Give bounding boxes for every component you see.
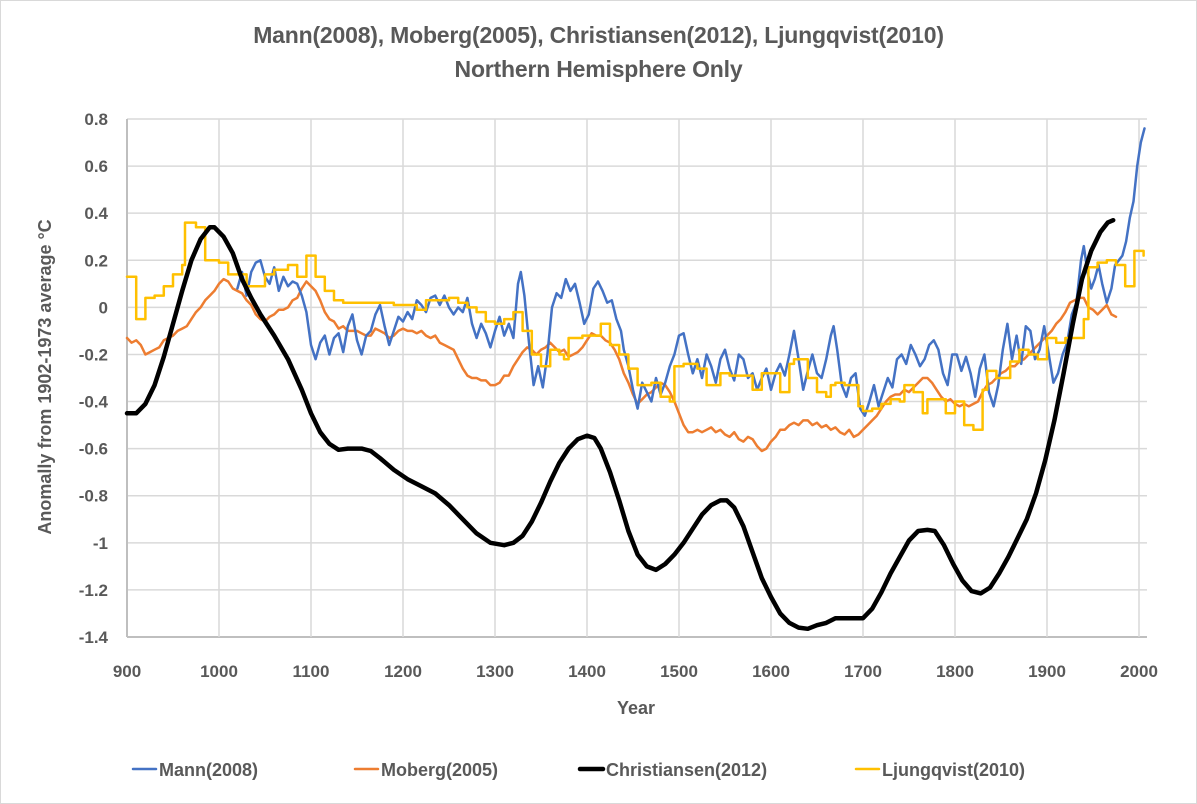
legend-label: Christiansen(2012) [606, 760, 767, 780]
legend-label: Moberg(2005) [381, 760, 498, 780]
y-tick-label: -1 [93, 534, 108, 553]
x-tick-label: 1300 [476, 662, 514, 681]
x-tick-label: 1400 [568, 662, 606, 681]
legend-label: Ljungqvist(2010) [882, 760, 1025, 780]
x-tick-label: 900 [113, 662, 141, 681]
legend-item: Moberg(2005) [353, 760, 498, 780]
x-tick-label: 1000 [200, 662, 238, 681]
series-mann [236, 127, 1146, 417]
series-moberg [125, 277, 1118, 453]
y-tick-label: -1.2 [79, 581, 108, 600]
x-axis-ticks: 900 1000 1100 1200 1300 1400 1500 1600 1700 1800 1… [113, 662, 1158, 681]
y-tick-label: -0.2 [79, 345, 108, 364]
legend-label: Mann(2008) [159, 760, 258, 780]
y-tick-label: 0.8 [84, 110, 108, 129]
x-axis-label: Year [617, 698, 655, 718]
x-tick-label: 1200 [384, 662, 422, 681]
y-tick-label: -0.6 [79, 440, 108, 459]
legend: Mann(2008) Moberg(2005) Christiansen(2012)… [131, 760, 1025, 780]
gridlines [126, 118, 1147, 638]
y-tick-label: -0.4 [79, 393, 109, 412]
y-tick-label: 0.2 [84, 251, 108, 270]
series-ljungqvist [125, 221, 1145, 432]
x-tick-label: 1700 [844, 662, 882, 681]
y-tick-label: 0.4 [84, 204, 108, 223]
legend-item: Ljungqvist(2010) [854, 760, 1025, 780]
x-tick-label: 1100 [293, 662, 330, 681]
legend-item: Christiansen(2012) [577, 760, 767, 780]
x-tick-label: 2000 [1120, 662, 1158, 681]
chart-title: Mann(2008), Moberg(2005), Christiansen(2… [253, 22, 944, 48]
y-tick-label: 0 [99, 298, 108, 317]
series-christiansen [124, 217, 1116, 632]
x-tick-label: 1900 [1028, 662, 1066, 681]
y-axis-label: Anomally from 1902-1973 average °C [35, 219, 55, 534]
y-axis-ticks: 0.8 0.6 0.4 0.2 0 -0.2 -0.4 -0.6 -0.8 -1 -1.2 -1.4 [79, 110, 109, 647]
y-tick-label: 0.6 [84, 157, 108, 176]
x-tick-label: 1600 [752, 662, 790, 681]
x-tick-label: 1500 [660, 662, 698, 681]
y-tick-label: -0.8 [79, 487, 108, 506]
chart-subtitle: Northern Hemisphere Only [454, 56, 743, 82]
y-tick-label: -1.4 [79, 628, 109, 647]
x-tick-label: 1800 [936, 662, 974, 681]
legend-item: Mann(2008) [131, 760, 258, 780]
series-lines [124, 127, 1146, 632]
